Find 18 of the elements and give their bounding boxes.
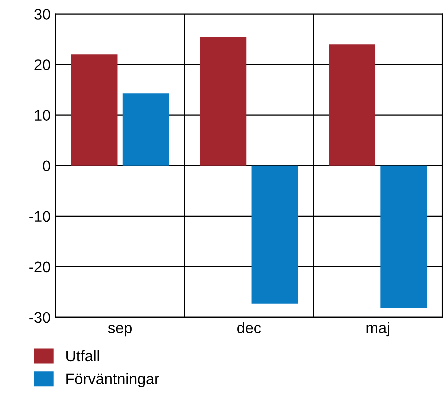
y-tick-label: -30 (30, 312, 50, 324)
y-tick-label: 30 (34, 9, 50, 20)
bar (122, 94, 170, 166)
y-tick-label: 0 (43, 160, 50, 172)
bar (380, 166, 428, 308)
x-tick-label: sep (108, 325, 132, 337)
y-tick-label: 10 (35, 110, 50, 122)
legend-label: Utfall (66, 350, 100, 362)
x-tick-label: dec (238, 322, 262, 334)
x-tick-label: maj (366, 322, 390, 337)
y-tick-label: 20 (34, 60, 50, 70)
y-tick-label: -20 (30, 262, 50, 273)
bar (329, 44, 376, 166)
bar (71, 54, 118, 166)
bar (252, 166, 298, 304)
bar (200, 36, 247, 166)
y-tick-label: -10 (30, 211, 50, 222)
legend-label: Förväntningar (66, 373, 160, 388)
